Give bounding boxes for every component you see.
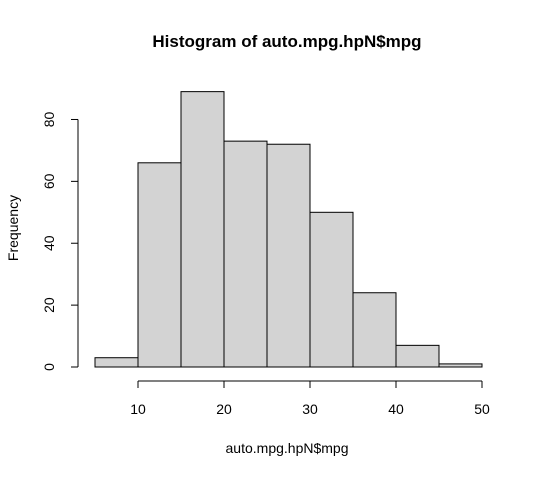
- x-tick-label: 30: [302, 401, 318, 417]
- y-tick-label: 60: [41, 173, 57, 189]
- x-tick-label: 40: [388, 401, 404, 417]
- histogram-bar-30-35: [310, 212, 353, 367]
- histogram-bar-35-40: [353, 293, 396, 367]
- x-axis-label: auto.mpg.hpN$mpg: [226, 440, 349, 456]
- histogram-bar-25-30: [267, 144, 310, 367]
- y-tick-label: 40: [41, 235, 57, 251]
- y-axis-label: Frequency: [5, 195, 21, 261]
- bars-group: [95, 92, 482, 367]
- histogram-bar-20-25: [224, 141, 267, 367]
- x-tick-label: 20: [216, 401, 232, 417]
- x-tick-label: 50: [474, 401, 490, 417]
- y-tick-label: 20: [41, 297, 57, 313]
- x-tick-label: 10: [130, 401, 146, 417]
- histogram-bar-5-10: [95, 358, 138, 367]
- chart-title: Histogram of auto.mpg.hpN$mpg: [152, 32, 421, 51]
- y-tick-label: 80: [41, 111, 57, 127]
- y-tick-label: 0: [41, 363, 57, 371]
- histogram-bar-45-50: [439, 364, 482, 367]
- histogram-bar-15-20: [181, 92, 224, 367]
- y-axis: 0 20 40 60 80: [41, 111, 78, 370]
- histogram-bar-40-45: [396, 345, 439, 367]
- x-axis: 10 20 30 40 50: [130, 381, 490, 417]
- histogram-bar-10-15: [138, 163, 181, 367]
